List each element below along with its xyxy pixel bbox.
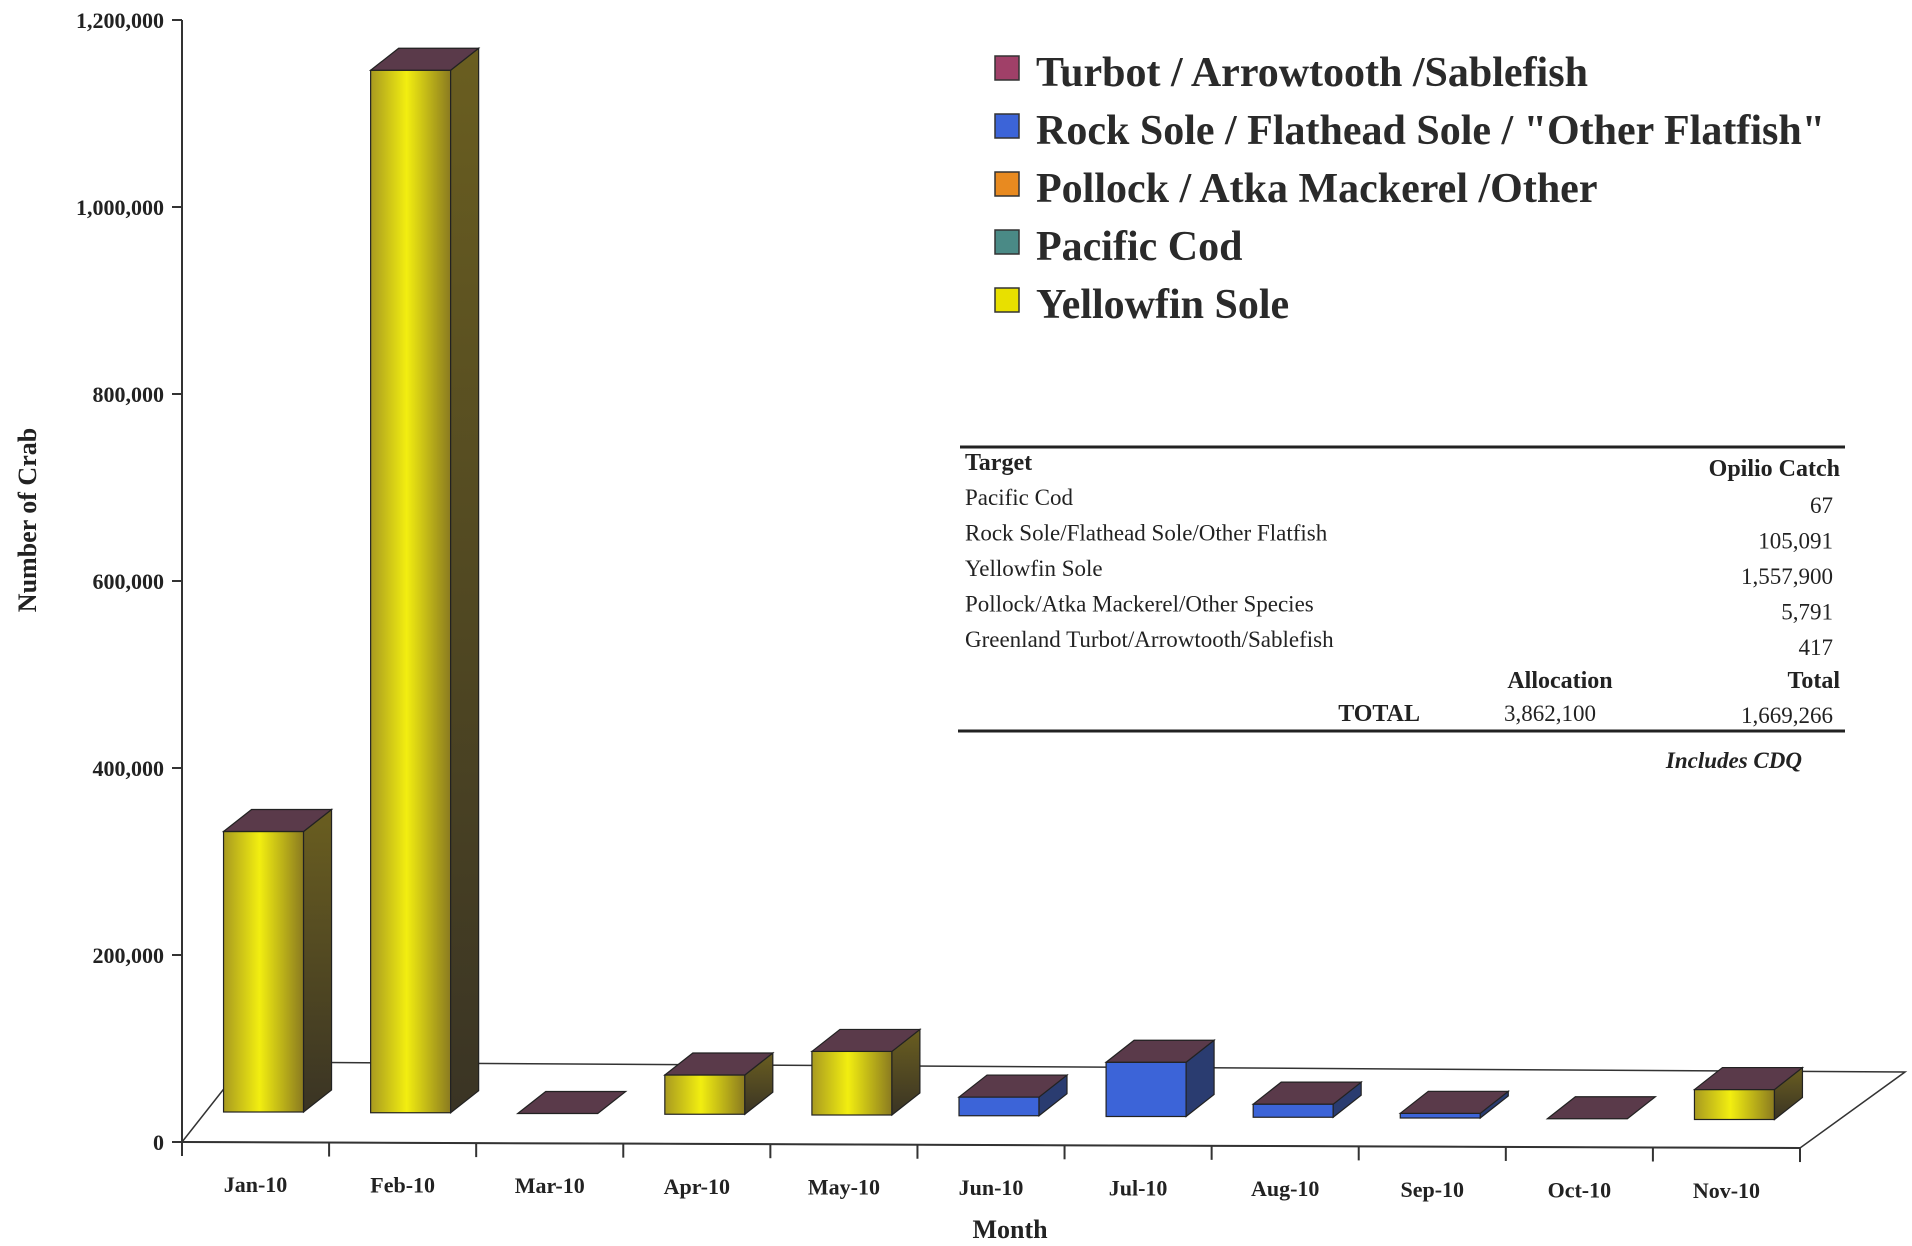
bar-group-Oct-10 (1545, 1096, 1658, 1120)
bar-group-Jun-10 (957, 1073, 1069, 1117)
table-row: Rock Sole/Flathead Sole/Other Flatfish 10… (965, 521, 1833, 554)
table-row: Pacific Cod 67 (965, 485, 1833, 518)
bar-May-10-yellowfin-sole (811, 1050, 893, 1116)
bar-top (1251, 1081, 1363, 1105)
bar-Feb-10-yellowfin-sole (370, 69, 452, 1114)
legend-swatch (994, 113, 1020, 139)
legend-label: Yellowfin Sole (1036, 282, 1289, 328)
table-row: Yellowfin Sole 1,557,900 (965, 556, 1833, 589)
bar-group-Feb-10 (368, 46, 481, 1114)
bar-top (957, 1074, 1069, 1098)
table-allocation-label: Allocation (1507, 668, 1612, 694)
bar-group-Nov-10 (1692, 1066, 1805, 1121)
table-cell-catch: 105,091 (1758, 529, 1833, 554)
legend-item: Pollock / Atka Mackerel /Other (994, 166, 1597, 212)
bar-group-Apr-10 (663, 1051, 775, 1116)
bar-top (515, 1090, 628, 1115)
bar-Apr-10-yellowfin-sole (664, 1074, 746, 1115)
x-tick-label: Apr-10 (664, 1174, 730, 1199)
bar-group-Mar-10 (515, 1090, 628, 1115)
legend-label: Rock Sole / Flathead Sole / "Other Flatf… (1036, 108, 1825, 154)
table-cell-catch: 417 (1799, 635, 1834, 660)
y-tick-label: 1,200,000 (76, 8, 164, 33)
table-cell-target: Yellowfin Sole (965, 556, 1103, 581)
y-axis-ticks: 0 200,000 400,000 600,000 800,000 1,000,000 1,… (76, 8, 182, 1155)
bar-group-Jan-10 (221, 808, 334, 1114)
bar-top (221, 808, 334, 833)
table-allocation-value: 3,862,100 (1504, 701, 1596, 726)
x-tick-label: Sep-10 (1400, 1177, 1464, 1202)
x-tick-label: Mar-10 (515, 1173, 585, 1198)
table-cell-catch: 1,557,900 (1741, 564, 1833, 589)
x-tick-label: Nov-10 (1693, 1178, 1760, 1203)
legend-label: Pollock / Atka Mackerel /Other (1036, 166, 1597, 212)
x-tick-label: Feb-10 (370, 1173, 435, 1198)
bar-group-Sep-10 (1398, 1090, 1511, 1120)
x-tick-label: Jul-10 (1109, 1176, 1168, 1201)
table-header-catch: Opilio Catch (1709, 456, 1840, 482)
legend-swatch (994, 287, 1020, 313)
bar-top (663, 1052, 775, 1076)
x-tick-label: Oct-10 (1548, 1177, 1612, 1202)
table-cell-target: Rock Sole/Flathead Sole/Other Flatfish (965, 521, 1328, 546)
legend-item: Pacific Cod (994, 224, 1242, 270)
bar-series (221, 46, 1805, 1121)
bar-top (1398, 1090, 1511, 1114)
table-cell-catch: 5,791 (1781, 600, 1833, 625)
table-row: Pollock/Atka Mackerel/Other Species 5,791 (965, 592, 1833, 625)
bar-top (368, 47, 481, 71)
legend-label: Pacific Cod (1036, 224, 1242, 270)
x-tick-label: May-10 (808, 1174, 880, 1199)
table-cell-target: Pacific Cod (965, 485, 1073, 510)
legend-swatch (994, 171, 1020, 197)
legend-item: Yellowfin Sole (994, 282, 1289, 328)
chart-legend: Turbot / Arrowtooth /Sablefish Rock Sole … (994, 50, 1825, 328)
bar-Jan-10-yellowfin-sole (222, 830, 305, 1113)
bar-Jun-10-rock-sole-flathead-sole-other-flatfish- (958, 1096, 1040, 1117)
legend-label: Turbot / Arrowtooth /Sablefish (1036, 50, 1588, 96)
table-cell-target: Pollock/Atka Mackerel/Other Species (965, 592, 1314, 617)
bar-top (1545, 1096, 1658, 1120)
bar-side (302, 808, 333, 1114)
table-total-label: TOTAL (1338, 701, 1420, 727)
table-row: Greenland Turbot/Arrowtooth/Sablefish 417 (965, 627, 1833, 660)
bar-Aug-10-rock-sole-flathead-sole-other-flatfish- (1252, 1103, 1334, 1118)
y-tick-label: 800,000 (93, 382, 165, 407)
bar-top (810, 1028, 922, 1053)
bar-side (450, 46, 480, 1114)
bar-group-Aug-10 (1251, 1080, 1363, 1119)
legend-swatch (994, 55, 1020, 81)
table-cell-catch: 67 (1810, 493, 1833, 518)
x-axis-ticks: Jan-10 Feb-10 Mar-10 Apr-10 May-10 Jun-10 Jul-… (181, 1142, 1801, 1203)
bar-Sep-10-rock-sole-flathead-sole-other-flatfish- (1399, 1112, 1481, 1119)
table-cell-target: Greenland Turbot/Arrowtooth/Sablefish (965, 627, 1334, 652)
catch-table: Target Opilio Catch Pacific Cod 67 Rock So… (958, 445, 1845, 773)
table-total-value: 1,669,266 (1741, 703, 1833, 728)
table-total-col-label: Total (1788, 668, 1841, 694)
table-note: Includes CDQ (1665, 748, 1802, 773)
y-tick-label: 1,000,000 (76, 195, 164, 220)
y-tick-label: 400,000 (93, 756, 165, 781)
y-tick-label: 200,000 (93, 943, 165, 968)
bar-Nov-10-yellowfin-sole (1693, 1088, 1776, 1121)
x-axis-title: Month (972, 1215, 1048, 1244)
legend-item: Rock Sole / Flathead Sole / "Other Flatf… (994, 108, 1825, 154)
table-header-target: Target (965, 450, 1032, 476)
bar-top (1692, 1066, 1805, 1091)
x-tick-label: Jun-10 (959, 1175, 1024, 1200)
legend-item: Turbot / Arrowtooth /Sablefish (994, 50, 1588, 96)
bar-Jul-10-rock-sole-flathead-sole-other-flatfish- (1105, 1061, 1187, 1118)
y-tick-label: 600,000 (93, 569, 165, 594)
x-tick-label: Jan-10 (224, 1172, 288, 1197)
bar-group-May-10 (810, 1028, 922, 1117)
y-tick-label: 0 (153, 1130, 164, 1155)
y-axis-title: Number of Crab (13, 428, 42, 612)
x-tick-label: Aug-10 (1251, 1176, 1319, 1201)
bar-group-Jul-10 (1104, 1039, 1216, 1118)
bar-top (1104, 1039, 1216, 1063)
legend-swatch (994, 229, 1020, 255)
